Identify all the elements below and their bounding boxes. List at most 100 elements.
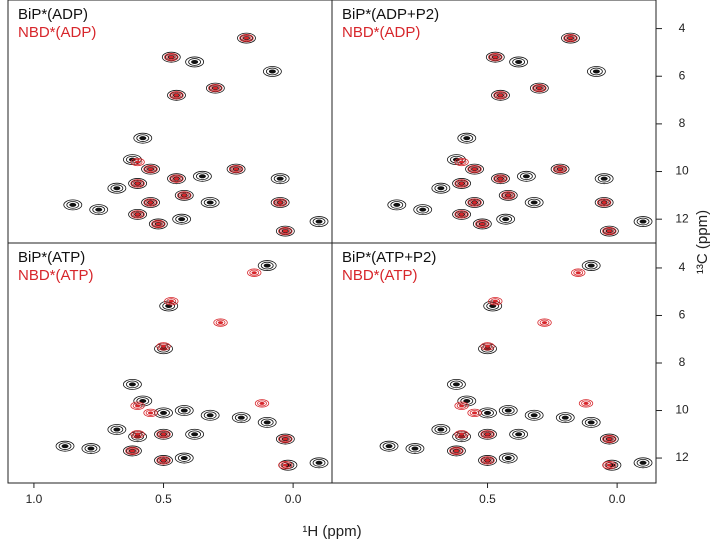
x-tick-label: 0.0 bbox=[609, 492, 626, 506]
peak bbox=[472, 218, 492, 230]
peak-core bbox=[134, 404, 141, 408]
peak bbox=[123, 445, 142, 457]
peak bbox=[273, 198, 288, 207]
peak bbox=[633, 457, 653, 469]
peak-core bbox=[530, 413, 538, 418]
legend-label: BiP*(ATP+P2) bbox=[342, 249, 436, 266]
peak-core bbox=[458, 181, 465, 185]
peak-contour bbox=[469, 409, 480, 416]
peak-core bbox=[393, 202, 401, 207]
y-tick-label: 8 bbox=[679, 116, 686, 130]
peak-contour bbox=[188, 430, 202, 439]
peak-contour bbox=[84, 444, 98, 453]
peak bbox=[602, 226, 617, 236]
peak-core bbox=[504, 408, 512, 413]
peak bbox=[599, 433, 619, 445]
peak-contour bbox=[482, 343, 493, 350]
peak-core bbox=[541, 321, 548, 325]
x-tick-label: 0.5 bbox=[155, 492, 172, 506]
peak bbox=[509, 428, 529, 440]
peak-core bbox=[263, 420, 271, 425]
peak-core bbox=[411, 446, 419, 451]
peak bbox=[63, 199, 83, 211]
peak bbox=[467, 164, 482, 174]
peak-contour bbox=[512, 430, 526, 439]
peak-contour bbox=[534, 85, 545, 92]
peak-contour bbox=[177, 406, 191, 415]
peak-core bbox=[497, 93, 504, 97]
peak-core bbox=[168, 299, 174, 303]
peak bbox=[387, 199, 407, 211]
peak bbox=[169, 91, 184, 100]
peak bbox=[602, 461, 617, 470]
peak bbox=[581, 417, 601, 428]
peak-contour bbox=[127, 447, 138, 454]
peak-core bbox=[168, 55, 174, 59]
peak-contour bbox=[460, 134, 474, 142]
peak bbox=[130, 430, 145, 439]
peak-contour bbox=[382, 442, 396, 450]
peak-core bbox=[191, 432, 199, 437]
peak-contour bbox=[456, 180, 467, 187]
peak-core bbox=[206, 200, 214, 205]
peak bbox=[483, 300, 503, 312]
peak bbox=[449, 446, 464, 456]
peak-contour bbox=[110, 425, 124, 434]
peak-core bbox=[160, 432, 167, 436]
peak-core bbox=[458, 432, 465, 436]
peak-contour bbox=[604, 462, 615, 469]
peak-contour bbox=[604, 436, 615, 442]
peak bbox=[172, 213, 192, 225]
peak bbox=[130, 401, 145, 410]
peak bbox=[599, 225, 619, 237]
peak-core bbox=[147, 411, 154, 415]
peak-core bbox=[606, 229, 612, 233]
peak-core bbox=[160, 458, 167, 462]
peak-core bbox=[463, 136, 471, 141]
peak bbox=[89, 204, 109, 216]
peak bbox=[133, 395, 153, 407]
peak-contour bbox=[158, 343, 169, 350]
peak bbox=[467, 408, 482, 418]
peak-core bbox=[530, 200, 538, 205]
y-tick-label: 10 bbox=[675, 164, 689, 178]
peak-contour bbox=[136, 134, 150, 142]
peak-contour bbox=[597, 174, 611, 183]
peak-contour bbox=[171, 92, 182, 99]
peak-core bbox=[515, 432, 523, 437]
peak bbox=[509, 56, 529, 68]
peak-core bbox=[606, 463, 612, 467]
peak-core bbox=[87, 446, 95, 451]
peak-contour bbox=[482, 431, 493, 438]
peak-contour bbox=[215, 319, 226, 326]
peak bbox=[275, 225, 295, 237]
peak-contour bbox=[477, 220, 488, 227]
peak-core bbox=[282, 463, 288, 467]
peak-core bbox=[575, 271, 581, 275]
peak bbox=[447, 378, 466, 390]
peak-contour bbox=[132, 159, 143, 165]
peak-contour bbox=[434, 184, 448, 193]
peak-contour bbox=[558, 413, 572, 422]
peak-contour bbox=[153, 220, 164, 227]
peak bbox=[164, 53, 179, 62]
peak-contour bbox=[520, 172, 533, 181]
legend-label: NBD*(ADP) bbox=[342, 24, 420, 41]
peak-core bbox=[198, 174, 206, 179]
peak-contour bbox=[132, 211, 143, 218]
peak bbox=[309, 457, 329, 469]
peak-contour bbox=[162, 302, 176, 310]
peak bbox=[405, 443, 425, 454]
peak-contour bbox=[260, 261, 274, 270]
peak bbox=[496, 213, 516, 225]
peak bbox=[498, 189, 518, 201]
x-tick-label: 0.5 bbox=[479, 492, 496, 506]
peak bbox=[452, 209, 472, 220]
y-tick-label: 4 bbox=[679, 21, 686, 35]
peak-contour bbox=[490, 298, 501, 305]
peak-contour bbox=[469, 166, 480, 173]
peak bbox=[128, 209, 148, 220]
peak-contour bbox=[512, 58, 526, 66]
peak bbox=[156, 342, 171, 351]
peak-core bbox=[268, 69, 276, 74]
